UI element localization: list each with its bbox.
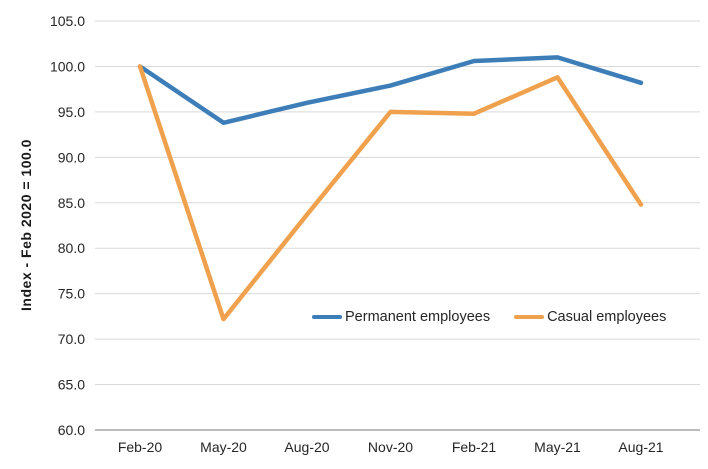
- y-tick-label: 95.0: [58, 104, 85, 120]
- y-tick-label: 105.0: [50, 13, 85, 29]
- y-tick-label: 70.0: [58, 331, 85, 347]
- y-tick-label: 80.0: [58, 240, 85, 256]
- x-tick-label: May-20: [200, 439, 247, 455]
- y-tick-label: 85.0: [58, 195, 85, 211]
- x-tick-label: Feb-21: [452, 439, 497, 455]
- x-tick-label: Aug-21: [618, 439, 663, 455]
- x-tick-label: Nov-20: [368, 439, 413, 455]
- gridlines: [95, 20, 700, 431]
- legend-label-casual: Casual employees: [547, 309, 667, 325]
- legend: Permanent employees Casual employees: [312, 308, 666, 326]
- y-axis-tick-labels: 60.0 65.0 70.0 75.0 80.0 85.0 90.0 95.0 100.0 105…: [50, 13, 85, 438]
- legend-label-permanent: Permanent employees: [345, 309, 491, 325]
- y-axis-title: Index - Feb 2020 = 100.0: [18, 139, 34, 311]
- legend-entry-permanent-employees: Permanent employees: [312, 309, 490, 325]
- x-tick-label: Feb-20: [118, 439, 163, 455]
- y-tick-label: 65.0: [58, 377, 85, 393]
- x-tick-label: Aug-20: [284, 439, 329, 455]
- y-tick-label: 60.0: [58, 422, 85, 438]
- series-line-casual-employees: [137, 64, 644, 322]
- y-tick-label: 75.0: [58, 286, 85, 302]
- x-axis-tick-labels: Feb-20 May-20 Aug-20 Nov-20 Feb-21 May-21 Aug-…: [118, 439, 664, 455]
- data-series: [137, 55, 644, 322]
- y-tick-label: 100.0: [50, 58, 85, 74]
- y-tick-label: 90.0: [58, 149, 85, 165]
- legend-line-swatch-permanent-icon: [312, 314, 342, 320]
- legend-line-swatch-casual-icon: [514, 314, 545, 320]
- series-line-permanent-employees: [137, 55, 644, 126]
- x-tick-label: May-21: [534, 439, 581, 455]
- legend-entry-casual-employees: Casual employees: [514, 309, 666, 325]
